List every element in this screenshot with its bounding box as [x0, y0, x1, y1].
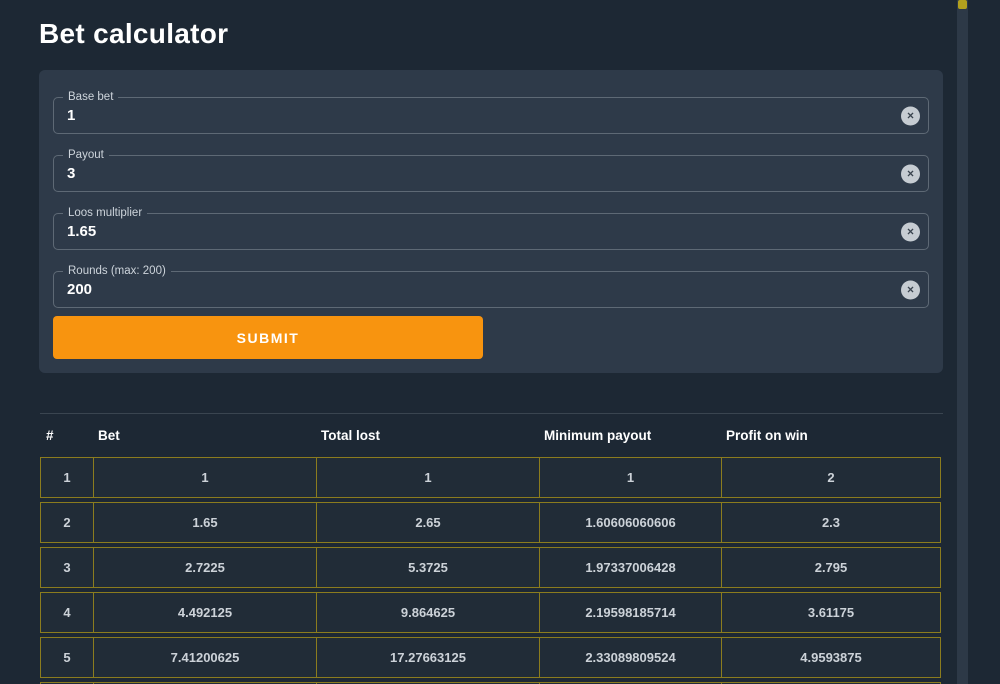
bet-form-card: Base bet × Payout × Loos multiplier × Ro…: [39, 70, 943, 373]
scrollbar-thumb[interactable]: [958, 0, 967, 9]
payout-input[interactable]: [54, 156, 928, 191]
table-cell: 2.33089809524: [539, 638, 721, 677]
table-row: 4 4.492125 9.864625 2.19598185714 3.6117…: [40, 592, 941, 633]
table-cell: 1: [63, 470, 71, 485]
scrollbar-track[interactable]: [957, 0, 968, 684]
payout-clear-button[interactable]: ×: [901, 164, 920, 183]
rounds-input[interactable]: [54, 272, 928, 307]
table-cell: 2.795: [721, 548, 940, 587]
loss-multiplier-input[interactable]: [54, 214, 928, 249]
table-cell: 3: [63, 560, 71, 575]
table-cell: 1: [316, 458, 539, 497]
table-cell: 4.9593875: [721, 638, 940, 677]
table-cell: 17.27663125: [316, 638, 539, 677]
table-cell: 4: [63, 605, 71, 620]
table-cell: 1.97337006428: [539, 548, 721, 587]
table-row: 2 1.65 2.65 1.60606060606 2.3: [40, 502, 941, 543]
column-header-index: #: [46, 428, 54, 443]
page-title: Bet calculator: [39, 18, 229, 49]
column-header-total-lost: Total lost: [321, 428, 380, 443]
table-cell: 7.41200625: [93, 638, 316, 677]
results-table: # Bet Total lost Minimum payout Profit o…: [40, 414, 941, 684]
payout-field: Payout ×: [53, 148, 929, 192]
table-cell: 1.65: [93, 503, 316, 542]
base-bet-clear-button[interactable]: ×: [901, 106, 920, 125]
table-cell: 5.3725: [316, 548, 539, 587]
table-row: 1 1 1 1 2: [40, 457, 941, 498]
rounds-field: Rounds (max: 200) ×: [53, 264, 929, 308]
table-header-row: # Bet Total lost Minimum payout Profit o…: [40, 414, 941, 457]
loss-multiplier-field: Loos multiplier ×: [53, 206, 929, 250]
table-cell: 5: [63, 650, 71, 665]
close-icon: ×: [906, 282, 914, 296]
table-cell: 2.3: [721, 503, 940, 542]
submit-button[interactable]: SUBMIT: [53, 316, 483, 359]
table-cell: 4.492125: [93, 593, 316, 632]
table-cell: 1.60606060606: [539, 503, 721, 542]
column-header-bet: Bet: [98, 428, 120, 443]
base-bet-input[interactable]: [54, 98, 928, 133]
table-row: 5 7.41200625 17.27663125 2.33089809524 4…: [40, 637, 941, 678]
table-cell: 2: [721, 458, 940, 497]
loss-multiplier-clear-button[interactable]: ×: [901, 222, 920, 241]
base-bet-field: Base bet ×: [53, 90, 929, 134]
table-cell: 2: [63, 515, 71, 530]
close-icon: ×: [906, 108, 914, 122]
table-cell: 3.61175: [721, 593, 940, 632]
table-cell: 9.864625: [316, 593, 539, 632]
close-icon: ×: [906, 224, 914, 238]
table-cell: 2.19598185714: [539, 593, 721, 632]
table-row: 3 2.7225 5.3725 1.97337006428 2.795: [40, 547, 941, 588]
close-icon: ×: [906, 166, 914, 180]
table-cell: 1: [539, 458, 721, 497]
table-cell: 2.65: [316, 503, 539, 542]
rounds-clear-button[interactable]: ×: [901, 280, 920, 299]
column-header-profit-on-win: Profit on win: [726, 428, 808, 443]
table-cell: 1: [93, 458, 316, 497]
column-header-minimum-payout: Minimum payout: [544, 428, 652, 443]
table-cell: 2.7225: [93, 548, 316, 587]
table-divider: [40, 413, 943, 414]
